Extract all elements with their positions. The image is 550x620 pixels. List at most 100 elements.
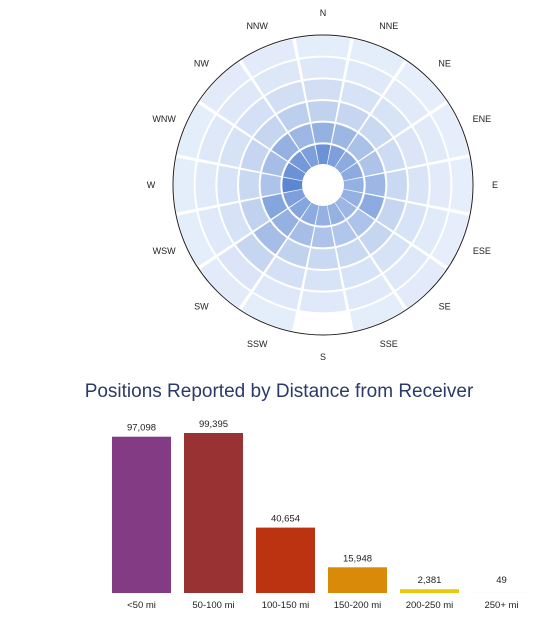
sector-nw-ring-3 xyxy=(253,115,287,149)
direction-label-sse: SSE xyxy=(380,339,398,349)
bar-category-label: 100-150 mi xyxy=(262,600,310,611)
sector-ene-ring-5 xyxy=(413,115,448,163)
sector-ene-ring-6 xyxy=(431,103,469,159)
bar-5 xyxy=(400,589,459,593)
sector-ese-ring-6 xyxy=(431,211,469,267)
distance-bar-chart: Positions Reported by Distance from Rece… xyxy=(85,381,531,611)
sector-ene-ring-1 xyxy=(340,162,363,181)
direction-label-nne: NNE xyxy=(379,21,398,31)
sector-wnw-ring-6 xyxy=(177,103,215,159)
direction-label-e: E xyxy=(492,180,498,190)
direction-label-nw: NW xyxy=(194,58,209,68)
sector-nw-ring-4 xyxy=(235,97,275,137)
sector-wsw-ring-2 xyxy=(262,193,288,220)
bar-value-label: 99,395 xyxy=(199,419,228,430)
sector-sw-ring-3 xyxy=(253,221,287,255)
sector-n-ring-6 xyxy=(295,35,351,58)
sector-nnw-ring-2 xyxy=(288,124,315,150)
bar-4 xyxy=(328,567,387,593)
polar-direction-labels: N NNE NE ENE E ESE SE SSE S SSW SW WSW W WNW NW NNW xyxy=(147,8,498,362)
bar-value-label: 97,098 xyxy=(127,423,156,434)
sector-w-ring-4 xyxy=(217,165,239,205)
bar-value-label: 49 xyxy=(496,575,507,586)
sector-ese-ring-4 xyxy=(395,202,427,243)
sector-e-ring-1 xyxy=(343,177,364,193)
bar-category-label: 50-100 mi xyxy=(192,600,234,611)
sector-nw-ring-6 xyxy=(200,62,250,112)
polar-outer-circle xyxy=(172,34,474,336)
sector-sse-ring-6 xyxy=(349,293,405,331)
direction-label-nnw: NNW xyxy=(246,21,268,31)
sector-n-ring-1 xyxy=(315,144,331,165)
sector-w-ring-2 xyxy=(260,173,282,197)
direction-label-se: SE xyxy=(439,302,451,312)
sector-ssw-ring-5 xyxy=(253,275,301,310)
sector-ssw-ring-3 xyxy=(277,238,310,268)
direction-label-ne: NE xyxy=(438,58,451,68)
sector-nw-ring-5 xyxy=(217,79,263,125)
sector-s-ring-5 xyxy=(299,290,347,313)
sector-sw-ring-1 xyxy=(289,196,312,219)
sector-w-ring-1 xyxy=(282,177,303,193)
sector-ssw-ring-2 xyxy=(288,220,315,246)
bar-category-label: 150-200 mi xyxy=(334,600,382,611)
bar-2 xyxy=(184,433,243,593)
sector-se-ring-5 xyxy=(383,245,429,291)
sector-se-ring-2 xyxy=(347,209,375,237)
sector-se-ring-6 xyxy=(396,258,446,308)
sector-wsw-ring-5 xyxy=(198,207,233,255)
sector-nne-ring-4 xyxy=(340,81,381,113)
sector-e-ring-2 xyxy=(364,173,386,197)
sector-ne-ring-2 xyxy=(347,133,375,161)
sector-wnw-ring-3 xyxy=(240,139,270,172)
sector-sw-ring-6 xyxy=(200,258,250,308)
sector-nnw-ring-1 xyxy=(300,145,319,168)
sector-ese-ring-3 xyxy=(376,198,406,231)
sector-wsw-ring-3 xyxy=(240,198,270,231)
bar-value-label: 15,948 xyxy=(343,553,372,564)
sector-e-ring-6 xyxy=(450,157,472,213)
sector-nne-ring-1 xyxy=(327,145,346,168)
sector-wnw-ring-2 xyxy=(262,150,288,177)
sector-s-ring-3 xyxy=(307,248,339,270)
direction-label-ene: ENE xyxy=(473,114,492,124)
sector-sse-ring-5 xyxy=(345,275,393,310)
sector-sw-ring-5 xyxy=(217,245,263,291)
bar-value-label: 40,654 xyxy=(271,514,300,525)
bar-1 xyxy=(112,436,171,593)
sector-nne-ring-5 xyxy=(345,60,393,95)
sector-ene-ring-2 xyxy=(358,150,384,177)
polar-sectors xyxy=(174,35,472,331)
sector-ne-ring-1 xyxy=(334,151,357,174)
bar-value-label: 2,381 xyxy=(418,575,442,586)
sector-ne-ring-3 xyxy=(359,115,393,149)
sector-sse-ring-4 xyxy=(340,257,381,289)
sector-wnw-ring-4 xyxy=(219,127,251,168)
sector-ne-ring-4 xyxy=(371,97,411,137)
sector-nnw-ring-4 xyxy=(265,81,306,113)
sector-nnw-ring-5 xyxy=(253,60,301,95)
sector-nw-ring-2 xyxy=(271,133,299,161)
direction-label-n: N xyxy=(320,8,327,18)
sector-sse-ring-2 xyxy=(331,220,358,246)
sector-w-ring-6 xyxy=(174,157,196,213)
sector-ne-ring-6 xyxy=(396,62,446,112)
sector-wnw-ring-5 xyxy=(198,115,233,163)
sector-n-ring-2 xyxy=(311,122,335,144)
direction-label-wsw: WSW xyxy=(153,246,176,256)
direction-label-s: S xyxy=(320,352,326,362)
sector-ese-ring-2 xyxy=(358,193,384,220)
sector-e-ring-4 xyxy=(407,165,429,205)
sector-nnw-ring-3 xyxy=(277,102,310,132)
sector-nne-ring-3 xyxy=(336,102,369,132)
sector-wnw-ring-1 xyxy=(283,162,306,181)
direction-label-wnw: WNW xyxy=(152,114,176,124)
sector-e-ring-5 xyxy=(428,161,451,209)
sector-sse-ring-3 xyxy=(336,238,369,268)
sector-sw-ring-4 xyxy=(235,233,275,273)
polar-direction-chart: N NNE NE ENE E ESE SE SSE S SSW SW WSW W WNW NW NNW xyxy=(147,8,498,362)
sector-sw-ring-2 xyxy=(271,209,299,237)
sector-wsw-ring-6 xyxy=(177,211,215,267)
sector-s-ring-1 xyxy=(315,205,331,226)
sector-se-ring-4 xyxy=(371,233,411,273)
